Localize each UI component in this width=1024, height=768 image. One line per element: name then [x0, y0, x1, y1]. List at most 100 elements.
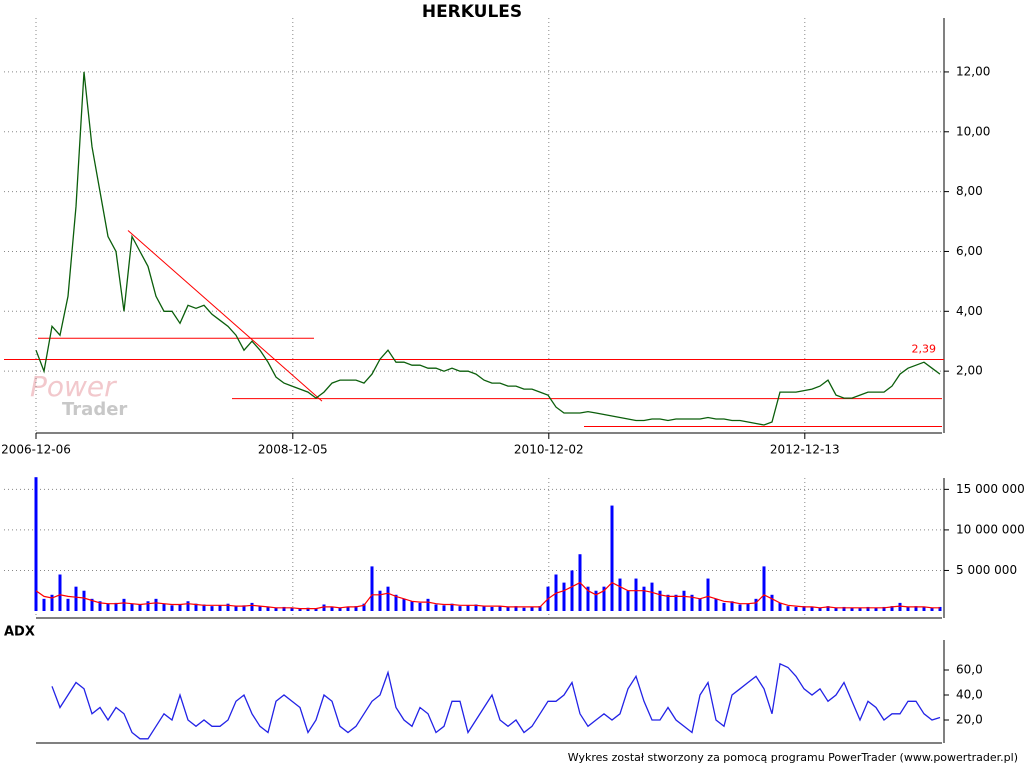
volume-bar	[98, 601, 102, 611]
volume-bar	[186, 601, 190, 611]
volume-bar	[266, 606, 270, 611]
volume-bar	[858, 607, 862, 611]
volume-bar	[306, 607, 310, 611]
volume-bar	[714, 598, 718, 611]
volume-bar	[58, 574, 62, 611]
volume-bar	[418, 602, 422, 611]
volume-bar	[426, 598, 430, 611]
volume-bar	[906, 606, 910, 611]
volume-bar	[338, 607, 342, 611]
volume-bar	[618, 578, 622, 611]
x-tick-label: 2008-12-05	[258, 443, 328, 457]
chart-title: HERKULES	[422, 2, 522, 22]
volume-bar	[538, 606, 542, 611]
volume-bar	[82, 590, 86, 611]
volume-bar	[290, 607, 294, 611]
volume-bar	[570, 570, 574, 611]
volume-bar	[258, 606, 262, 611]
x-tick-label: 2006-12-06	[1, 443, 71, 457]
volume-bar	[74, 586, 78, 611]
volume-bar	[346, 606, 350, 611]
volume-bar	[370, 566, 374, 611]
volume-bar	[842, 606, 846, 611]
volume-bar	[890, 606, 894, 611]
volume-bar	[818, 607, 822, 611]
volume-bar	[802, 606, 806, 611]
volume-bar	[634, 578, 638, 611]
volume-bar	[322, 604, 326, 611]
volume-bar	[410, 601, 414, 611]
x-tick-label: 2010-12-02	[514, 443, 584, 457]
volume-bar	[378, 590, 382, 611]
volume-bar	[458, 606, 462, 611]
volume-bar	[826, 606, 830, 611]
volume-bar	[866, 606, 870, 611]
volume-bar	[586, 586, 590, 611]
y-tick-label: 20,0	[956, 713, 983, 727]
volume-bar	[178, 604, 182, 611]
volume-bar	[834, 607, 838, 611]
volume-bar	[226, 603, 230, 611]
footer: Wykres został stworzony za pomocą progra…	[568, 751, 1018, 764]
volume-bar	[698, 598, 702, 611]
volume-bar	[250, 602, 254, 611]
y-tick-label: 5 000 000	[956, 563, 1017, 577]
volume-bar	[602, 586, 606, 611]
volume-bar	[154, 598, 158, 611]
y-tick-label: 10,00	[956, 124, 990, 138]
watermark: Power	[30, 370, 117, 403]
volume-bar	[562, 582, 566, 611]
volume-bar	[882, 606, 886, 611]
y-tick-label: 2,00	[956, 364, 983, 378]
volume-bar	[194, 603, 198, 611]
volume-bar	[706, 578, 710, 611]
volume-bar	[746, 603, 750, 611]
volume-bar	[794, 606, 798, 611]
volume-bar	[354, 606, 358, 611]
volume-bar	[498, 606, 502, 611]
volume-bar	[42, 598, 46, 611]
volume-bar	[610, 505, 614, 611]
volume-bar	[658, 590, 662, 611]
volume-bar	[442, 605, 446, 611]
volume-bar	[386, 586, 390, 611]
y-tick-label: 12,00	[956, 64, 990, 78]
volume-bar	[314, 608, 318, 611]
volume-bar	[490, 606, 494, 611]
volume-bar	[762, 566, 766, 611]
volume-bar	[850, 607, 854, 611]
volume-bar	[90, 598, 94, 611]
volume-bar	[274, 607, 278, 611]
volume-bar	[202, 604, 206, 611]
volume-bar	[130, 603, 134, 611]
y-tick-label: 4,00	[956, 304, 983, 318]
y-tick-label: 40,0	[956, 688, 983, 702]
volume-bar	[170, 605, 174, 611]
volume-bar	[394, 594, 398, 611]
volume-bar	[122, 598, 126, 611]
x-tick-label: 2012-12-13	[770, 443, 840, 457]
volume-bar	[34, 477, 38, 611]
volume-bar	[298, 608, 302, 611]
level-label: 2,39	[912, 342, 937, 355]
volume-bar	[778, 602, 782, 611]
volume-bar	[114, 602, 118, 611]
volume-bar	[874, 607, 878, 611]
y-tick-label: 15 000 000	[956, 482, 1024, 496]
volume-bar	[898, 602, 902, 611]
volume-bar	[50, 594, 54, 611]
watermark: Trader	[62, 399, 127, 420]
volume-bar	[450, 603, 454, 611]
average-line	[35, 581, 940, 610]
volume-bar	[690, 594, 694, 611]
volume-bar	[402, 598, 406, 611]
volume-bar	[666, 594, 670, 611]
y-tick-label: 6,00	[956, 244, 983, 258]
volume-bar	[482, 606, 486, 611]
volume-bar	[594, 590, 598, 611]
volume-bar	[434, 604, 438, 611]
price-line	[35, 71, 941, 426]
volume-bar	[282, 606, 286, 611]
